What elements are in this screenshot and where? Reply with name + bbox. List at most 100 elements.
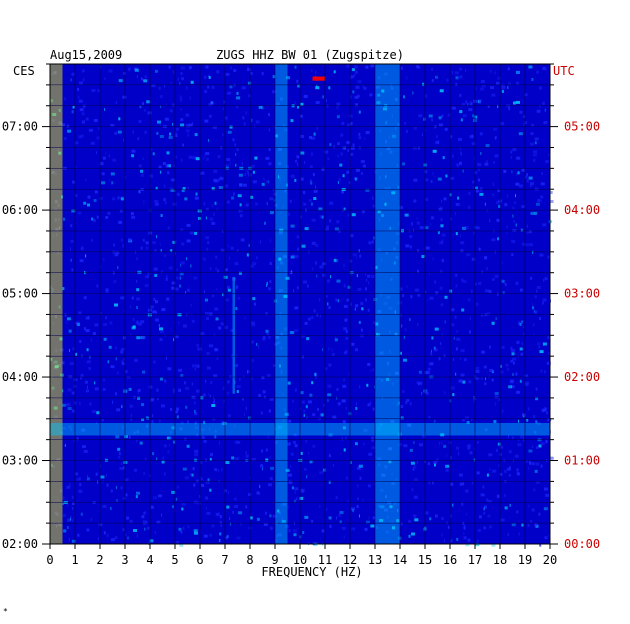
spectrogram-cell: [529, 142, 534, 146]
spectrogram-cell: [79, 483, 82, 487]
spectrogram-cell: [119, 209, 123, 213]
spectrogram-cell: [452, 503, 454, 507]
spectrogram-cell: [516, 81, 520, 85]
spectrogram-cell: [336, 396, 338, 400]
spectrogram-cell: [279, 289, 284, 293]
spectrogram-cell: [189, 231, 194, 235]
spectrogram-cell: [152, 152, 155, 156]
spectrogram-cell: [416, 65, 419, 69]
spectrogram-cell: [70, 239, 74, 243]
spectrogram-cell: [312, 444, 316, 448]
spectrogram-cell: [77, 87, 80, 91]
spectrogram-cell: [269, 197, 274, 201]
spectrogram-cell: [110, 172, 115, 176]
spectrogram-cell: [140, 77, 143, 81]
spectrogram-cell: [209, 394, 211, 398]
spectrogram-cell: [538, 86, 542, 90]
x-tick-label: 1: [71, 553, 78, 567]
spectrogram-cell: [309, 165, 313, 169]
spectrogram-cell: [532, 445, 534, 449]
spectrogram-cell: [166, 297, 170, 301]
spectrogram-cell: [251, 321, 255, 325]
spectrogram-cell: [503, 469, 507, 473]
spectrogram-cell: [240, 238, 245, 242]
spectrogram-cell: [382, 197, 383, 201]
spectrogram-cell: [135, 439, 138, 443]
spectrogram-cell: [340, 152, 343, 156]
spectrogram-cell: [517, 443, 522, 447]
spectrogram-cell: [66, 485, 71, 489]
spectrogram-cell: [194, 449, 199, 453]
spectrogram-cell: [218, 479, 220, 483]
spectrogram-cell: [538, 512, 541, 516]
spectrogram-cell: [156, 311, 157, 315]
spectrogram-cell: [225, 72, 230, 76]
spectrogram-cell: [524, 175, 528, 179]
spectrogram-cell: [141, 418, 145, 422]
spectrogram-cell: [369, 93, 373, 97]
spectrogram-cell: [145, 521, 148, 525]
spectrogram-cell: [486, 208, 489, 212]
spectrogram-cell: [148, 385, 153, 389]
spectrogram-cell: [260, 464, 264, 468]
spectrogram-cell: [111, 181, 114, 185]
spectrogram-cell: [508, 107, 511, 111]
spectrogram-cell: [237, 249, 239, 253]
spectrogram-cell: [170, 188, 175, 192]
spectrogram-cell: [458, 473, 463, 477]
spectrogram-cell: [171, 178, 175, 182]
spectrogram-cell: [160, 105, 161, 109]
spectrogram-cell: [463, 532, 465, 535]
spectrogram-cell: [54, 218, 57, 222]
spectrogram-cell: [277, 147, 282, 151]
spectrogram-cell: [268, 113, 270, 117]
spectrogram-cell: [264, 221, 266, 225]
spectrogram-cell: [444, 320, 446, 324]
spectrogram-cell: [180, 108, 182, 112]
spectrogram-cell: [425, 246, 430, 250]
spectrogram-cell: [292, 399, 294, 403]
spectrogram-cell: [265, 329, 269, 333]
spectrogram-cell: [202, 393, 204, 397]
spectrogram-cell: [195, 479, 199, 483]
spectrogram-cell: [437, 177, 442, 181]
spectrogram-cell: [117, 266, 119, 270]
spectrogram-cell: [164, 472, 166, 476]
spectrogram-cell: [225, 184, 229, 188]
spectrogram-cell: [219, 532, 222, 536]
spectrogram-cell: [391, 191, 396, 195]
spectrogram-cell: [89, 367, 91, 370]
spectrogram-cell: [273, 364, 276, 367]
spectrogram-cell: [348, 114, 353, 118]
spectrogram-cell: [201, 436, 205, 439]
spectrogram-cell: [419, 226, 424, 230]
spectrogram-cell: [145, 275, 150, 279]
spectrogram-cell: [362, 164, 366, 168]
spectrogram-cell: [76, 477, 81, 481]
spectrogram-cell: [247, 68, 251, 72]
spectrogram-cell: [86, 360, 91, 364]
spectrogram-cell: [180, 421, 184, 425]
spectrogram-cell: [382, 473, 386, 477]
spectrogram-cell: [502, 280, 505, 284]
spectrogram-cell: [295, 497, 298, 501]
spectrogram-cell: [110, 489, 113, 493]
spectrogram-cell: [92, 332, 96, 335]
spectrogram-cell: [540, 195, 544, 199]
spectrogram-cell: [275, 193, 277, 197]
spectrogram-cell: [303, 202, 307, 206]
spectrogram-cell: [182, 143, 184, 147]
spectrogram-cell: [85, 117, 89, 121]
left-tick-label: 06:00: [2, 203, 38, 217]
spectrogram-cell: [498, 398, 500, 401]
spectrogram-cell: [222, 107, 224, 111]
spectrogram-cell: [122, 528, 125, 532]
spectrogram-cell: [468, 192, 471, 196]
spectrogram-cell: [237, 441, 241, 444]
spectrogram-cell: [413, 146, 417, 150]
spectrogram-cell: [74, 194, 78, 197]
spectrogram-cell: [140, 320, 145, 324]
spectrogram-cell: [251, 323, 256, 327]
spectrogram-cell: [480, 80, 485, 83]
spectrogram-cell: [379, 423, 384, 426]
